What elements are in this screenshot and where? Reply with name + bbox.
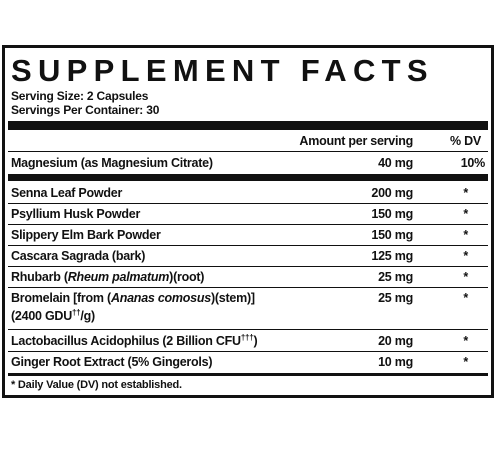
ingredient-name: Rhubarb (Rheum palmatum)(root)	[11, 270, 205, 284]
ingredient-name: Slippery Elm Bark Powder	[11, 228, 161, 242]
nutrient-name: Magnesium (as Magnesium Citrate)	[11, 156, 213, 170]
ingredient-dv: *	[463, 228, 468, 242]
nutrient-dv: 10%	[460, 156, 486, 170]
ingredient-dv: *	[463, 355, 468, 369]
row-rule	[8, 203, 488, 204]
ingredient-dv: *	[463, 207, 468, 221]
ingredient-dv: *	[463, 186, 468, 200]
ingredient-amount: 125 mg	[371, 249, 413, 263]
ingredient-dv: *	[463, 249, 468, 263]
ingredient-name: Senna Leaf Powder	[11, 186, 123, 200]
row-rule	[8, 329, 488, 330]
ingredient-dv: *	[463, 334, 468, 348]
ingredient-name: Ginger Root Extract (5% Gingerols)	[11, 355, 213, 369]
ingredient-amount: 150 mg	[371, 207, 413, 221]
ingredient-amount: 150 mg	[371, 228, 413, 242]
thick-divider-top	[8, 121, 488, 130]
divider-bottom	[8, 373, 488, 376]
ingredient-amount: 25 mg	[378, 291, 413, 305]
ingredient-amount: 20 mg	[378, 334, 413, 348]
ingredient-amount: 25 mg	[378, 270, 413, 284]
dv-header: % DV	[450, 134, 481, 148]
header-rule	[8, 151, 488, 152]
latin-name: Rheum palmatum	[67, 270, 170, 284]
row-rule	[8, 224, 488, 225]
thick-divider-middle	[8, 174, 488, 181]
row-rule	[8, 245, 488, 246]
ingredient-name: Bromelain [from (Ananas comosus)(stem)](…	[11, 291, 255, 323]
row-rule	[8, 266, 488, 267]
footnote: * Daily Value (DV) not established.	[11, 379, 182, 391]
ingredient-amount: 200 mg	[371, 186, 413, 200]
ingredient-name: Cascara Sagrada (bark)	[11, 249, 146, 263]
panel-title: SUPPLEMENT FACTS	[11, 53, 434, 88]
ingredient-name: Lactobacillus Acidophilus (2 Billion CFU…	[11, 332, 258, 348]
ingredient-amount: 10 mg	[378, 355, 413, 369]
supplement-facts-panel: SUPPLEMENT FACTS Serving Size: 2 Capsule…	[2, 45, 494, 398]
row-rule	[8, 287, 488, 288]
ingredient-dv: *	[463, 291, 468, 305]
servings-per-container: Servings Per Container: 30	[11, 103, 160, 117]
ingredient-row: Bromelain [from (Ananas comosus)(stem)](…	[11, 289, 485, 327]
serving-size: Serving Size: 2 Capsules	[11, 89, 149, 103]
nutrient-amount: 40 mg	[378, 156, 413, 170]
ingredient-dv: *	[463, 270, 468, 284]
ingredient-name: Psyllium Husk Powder	[11, 207, 141, 221]
latin-name: Ananas comosus	[110, 291, 211, 305]
row-rule	[8, 351, 488, 352]
amount-header: Amount per serving	[299, 134, 413, 148]
